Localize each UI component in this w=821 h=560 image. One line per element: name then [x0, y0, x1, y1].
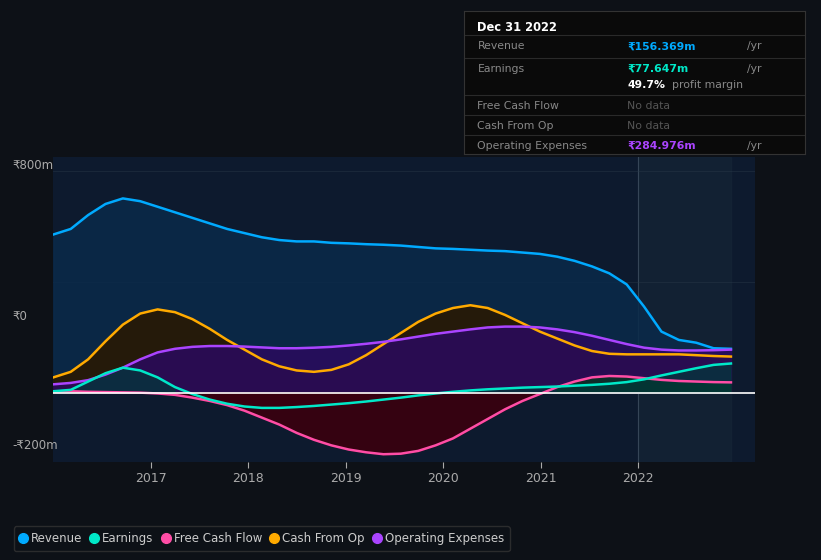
Text: ₹800m: ₹800m	[12, 158, 53, 172]
Text: Earnings: Earnings	[478, 64, 525, 74]
Text: /yr: /yr	[746, 141, 761, 151]
Text: ₹156.369m: ₹156.369m	[627, 41, 696, 51]
Text: ₹284.976m: ₹284.976m	[627, 141, 696, 151]
Bar	[638, 157, 731, 462]
Text: /yr: /yr	[746, 64, 761, 74]
Text: Cash From Op: Cash From Op	[478, 121, 554, 131]
Legend: Revenue, Earnings, Free Cash Flow, Cash From Op, Operating Expenses: Revenue, Earnings, Free Cash Flow, Cash …	[14, 526, 510, 551]
Text: ₹0: ₹0	[12, 310, 27, 323]
Text: Free Cash Flow: Free Cash Flow	[478, 101, 559, 111]
Text: Dec 31 2022: Dec 31 2022	[478, 21, 557, 34]
Text: /yr: /yr	[746, 41, 761, 51]
Text: Revenue: Revenue	[478, 41, 525, 51]
Text: Operating Expenses: Operating Expenses	[478, 141, 588, 151]
Text: ₹77.647m: ₹77.647m	[627, 64, 689, 74]
Text: 49.7%: 49.7%	[627, 80, 665, 90]
Text: No data: No data	[627, 101, 671, 111]
Text: No data: No data	[627, 121, 671, 131]
Text: profit margin: profit margin	[672, 80, 743, 90]
Text: -₹200m: -₹200m	[12, 438, 58, 452]
